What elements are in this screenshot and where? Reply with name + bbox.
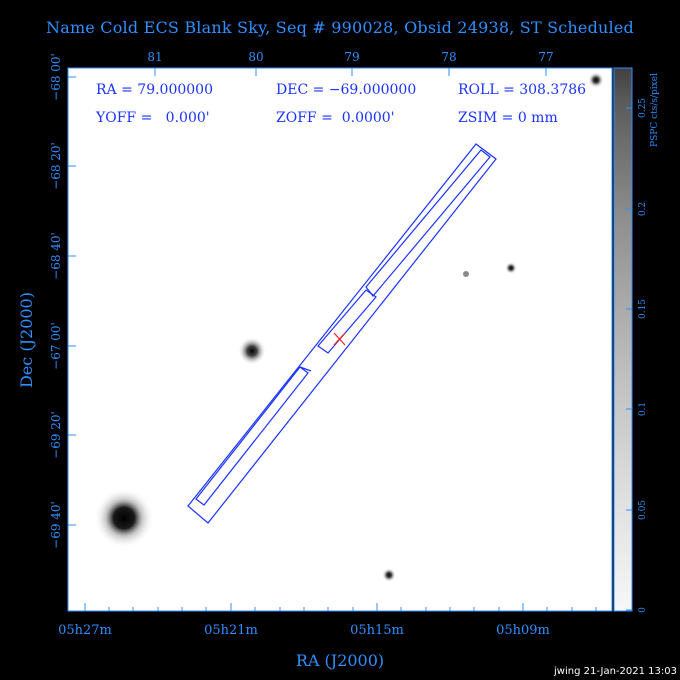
plot-title: Name Cold ECS Blank Sky, Seq # 990028, O… [46, 18, 634, 37]
left-tick-label: −68 20' [49, 142, 63, 190]
colorbar-tick-label: 0.15 [638, 299, 648, 319]
left-tick-label: −68 40' [49, 232, 63, 280]
top-tick-label: 80 [248, 50, 263, 64]
top-tick-marks [154, 68, 547, 76]
star-left [238, 337, 266, 365]
star-top-right [588, 72, 604, 88]
bottom-tick-label: 05h15m [350, 623, 404, 638]
y-axis-title: Dec (J2000) [17, 292, 36, 388]
left-tick-marks [68, 76, 76, 526]
info-ra: RA = 79.000000 [96, 82, 213, 98]
info-zoff: ZOFF = 0.0000' [276, 110, 395, 126]
info-dec: DEC = −69.000000 [276, 82, 416, 98]
star-faint [463, 271, 469, 277]
bottom-tick-marks [84, 603, 597, 611]
left-tick-label: −68 00' [49, 53, 63, 101]
colorbar-tick-label: 0.05 [638, 500, 648, 520]
aimpoint-marker [333, 332, 346, 346]
info-yoff: YOFF = 0.000' [95, 110, 210, 126]
colorbar-tick-label: 0.1 [638, 402, 648, 416]
colorbar-tick-label: 0.2 [638, 202, 648, 216]
bottom-tick-label: 05h21m [204, 623, 258, 638]
detector-footprint [187, 143, 497, 524]
star-right [505, 262, 517, 274]
x-axis-title: RA (J2000) [296, 651, 384, 670]
top-tick-label: 77 [538, 50, 553, 64]
bottom-tick-label: 05h09m [496, 623, 550, 638]
left-tick-label: −69 40' [49, 501, 63, 549]
star-bottom [382, 568, 396, 582]
left-tick-label: −67 00' [49, 322, 63, 370]
top-tick-label: 78 [441, 50, 456, 64]
top-tick-label: 81 [147, 50, 162, 64]
left-tick-label: −69 20' [49, 411, 63, 459]
plot-frame [67, 67, 613, 612]
colorbar-tick-label: 0 [638, 607, 648, 613]
colorbar-frame [613, 67, 633, 612]
colorbar-tick-marks [626, 107, 632, 611]
bottom-tick-label: 05h27m [58, 623, 112, 638]
colorbar-title: PSPC cts/s/pixel [650, 73, 660, 147]
colorbar [614, 68, 632, 611]
colorbar-tick-label: 0.25 [638, 98, 648, 118]
info-roll: ROLL = 308.3786 [458, 82, 586, 98]
star-bright-lower-left [94, 488, 154, 548]
info-zsim: ZSIM = 0 mm [458, 110, 558, 126]
footer-timestamp: jwing 21-Jan-2021 13:03 [554, 666, 677, 677]
top-tick-label: 79 [344, 50, 359, 64]
